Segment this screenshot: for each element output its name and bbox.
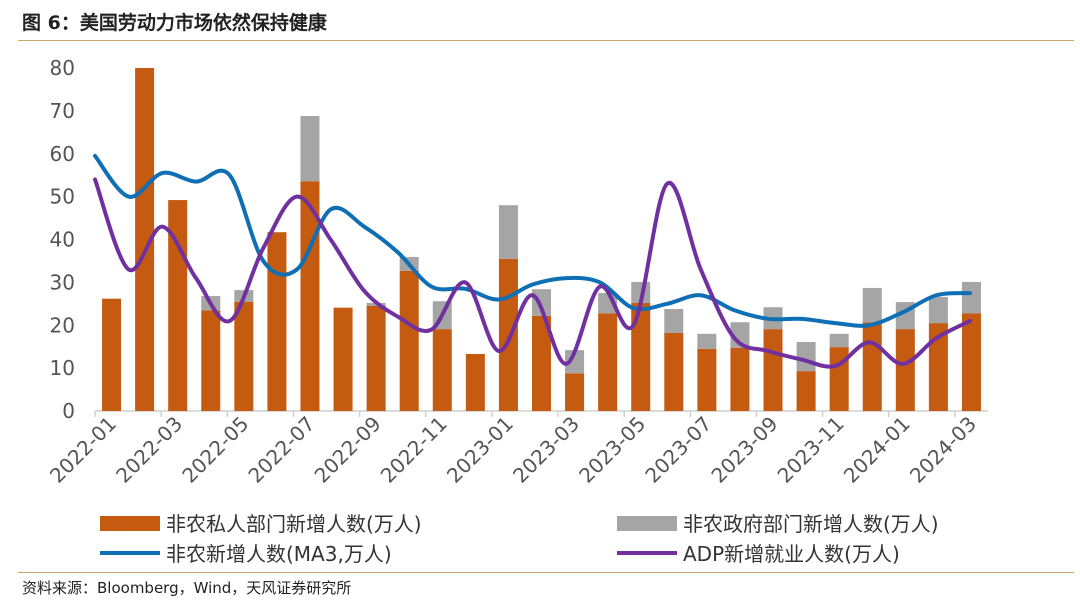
bar-private — [961, 313, 981, 411]
x-tick-label: 2022-01 — [45, 412, 121, 488]
y-tick-label: 30 — [50, 270, 75, 294]
bar-private — [498, 258, 518, 411]
bar-government — [829, 333, 849, 348]
bar-private — [697, 348, 717, 411]
x-tick-label: 2022-05 — [177, 412, 253, 488]
x-tick-label: 2023-05 — [574, 412, 650, 488]
bar-government — [300, 116, 320, 182]
y-tick-label: 70 — [50, 99, 75, 123]
bar-private — [664, 332, 684, 411]
line-ma3 — [93, 153, 972, 328]
y-tick-label: 80 — [50, 56, 75, 80]
bar-government — [498, 205, 518, 259]
bar-private — [465, 353, 485, 411]
legend-label-private: 非农私人部门新增人数(万人) — [166, 512, 422, 536]
x-tick-label: 2024-01 — [839, 412, 915, 488]
x-tick-label: 2023-01 — [442, 412, 518, 488]
bar-private — [631, 302, 651, 411]
bar-private — [135, 68, 155, 411]
bar-private — [201, 310, 221, 411]
bar-government — [664, 308, 684, 333]
legend-swatch-government — [617, 516, 677, 531]
x-tick-label: 2022-07 — [243, 412, 319, 488]
bar-government — [565, 350, 585, 374]
bar-private — [796, 371, 816, 411]
bar-private — [432, 329, 452, 411]
bar-private — [399, 270, 419, 411]
source-note: 资料来源：Bloomberg，Wind，天风证券研究所 — [22, 579, 352, 597]
bar-government — [961, 281, 981, 314]
y-tick-label: 0 — [62, 399, 75, 423]
y-tick-label: 20 — [50, 313, 75, 337]
bar-government — [796, 341, 816, 372]
title-rule — [18, 40, 1074, 41]
source-rule — [18, 572, 1074, 573]
x-tick-label: 2023-11 — [773, 412, 849, 488]
bar-private — [366, 305, 386, 411]
bar-private — [928, 323, 948, 411]
bar-government — [862, 287, 882, 323]
bar-private — [895, 329, 915, 411]
x-tick-label: 2023-03 — [508, 412, 584, 488]
bar-private — [333, 307, 353, 411]
y-tick-label: 60 — [50, 142, 75, 166]
bar-private — [267, 232, 287, 411]
y-tick-label: 10 — [50, 356, 75, 380]
legend-label-adp: ADP新增就业人数(万人) — [683, 542, 900, 566]
bar-private — [763, 329, 783, 411]
x-tick-label: 2023-07 — [640, 412, 716, 488]
legend-label-ma3: 非农新增人数(MA3,万人) — [166, 542, 392, 566]
legend-label-government: 非农政府部门新增人数(万人) — [683, 512, 939, 536]
bar-private — [532, 315, 551, 411]
x-tick-label: 2022-03 — [111, 412, 187, 488]
bar-private — [862, 322, 882, 411]
bar-private — [234, 301, 254, 411]
y-tick-label: 50 — [50, 185, 75, 209]
figure-title: 图 6：美国劳动力市场依然保持健康 — [22, 12, 327, 34]
bar-private — [102, 298, 122, 411]
x-tick-label: 2024-03 — [905, 412, 981, 488]
bar-private — [730, 347, 750, 411]
x-tick-label: 2023-09 — [706, 412, 782, 488]
x-tick-label: 2022-09 — [310, 412, 386, 488]
legend-swatch-private — [100, 516, 160, 531]
y-tick-label: 40 — [50, 228, 75, 252]
line-adp — [93, 177, 972, 369]
x-tick-label: 2022-11 — [376, 412, 452, 488]
bar-government — [928, 296, 948, 324]
bar-private — [598, 313, 618, 411]
bar-government — [697, 333, 717, 349]
bar-private — [565, 373, 585, 411]
